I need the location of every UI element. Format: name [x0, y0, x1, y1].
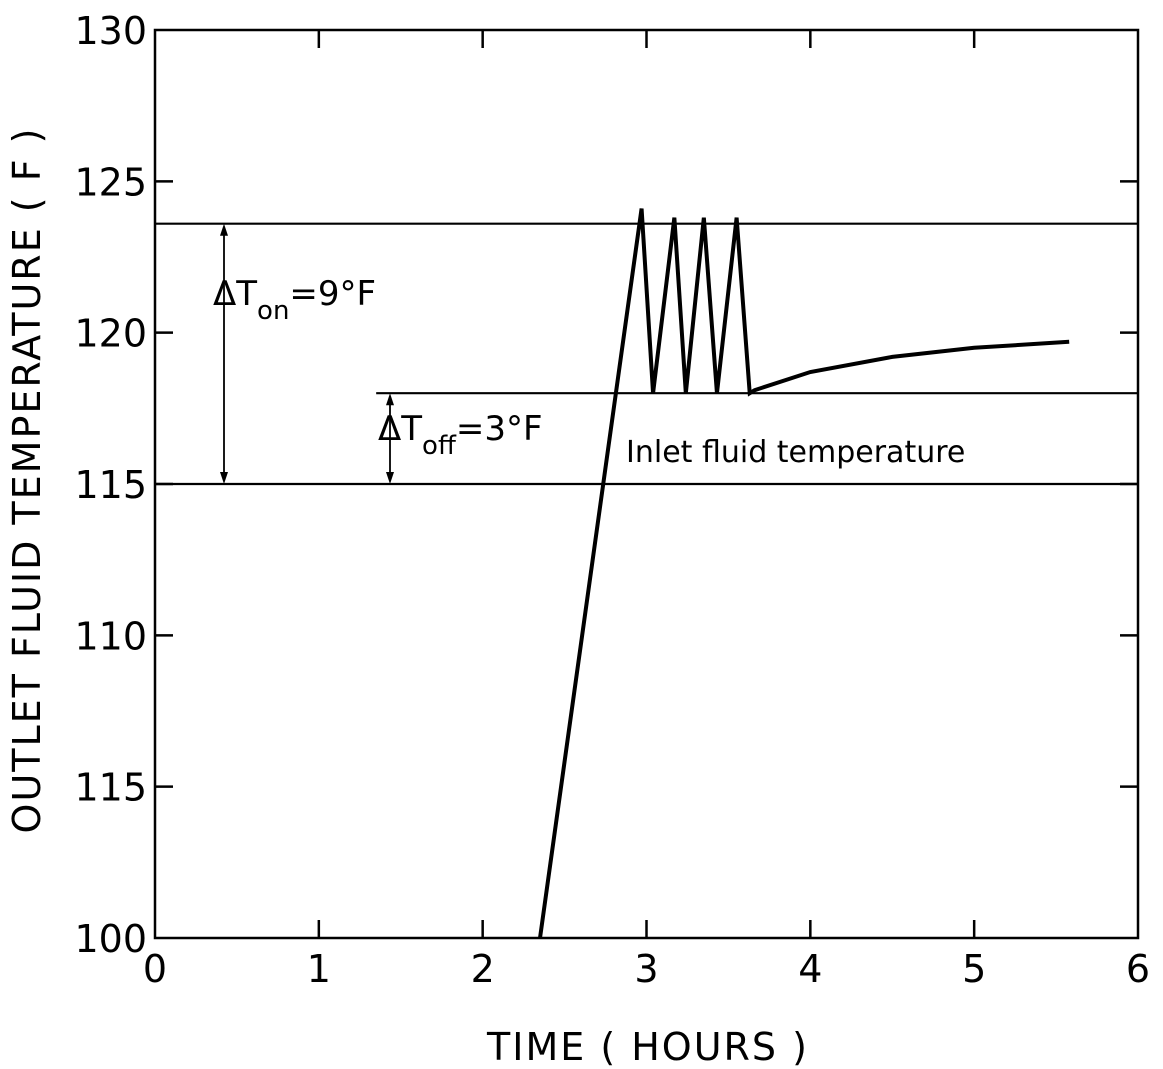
series-line: [538, 208, 1070, 939]
delta-on-arrow-head-bottom: [220, 472, 228, 484]
x-tick-label: 6: [1126, 947, 1150, 991]
y-axis-title: OUTLET FLUID TEMPERATURE ( F ): [5, 127, 49, 834]
delta-off-annotation: ΔToff=3°F: [378, 409, 543, 461]
x-tick-label: 1: [307, 947, 331, 991]
inlet-fluid-label: Inlet fluid temperature: [626, 435, 965, 470]
delta-off-arrow-head-bottom: [386, 472, 394, 484]
x-axis-title: TIME ( HOURS ): [486, 1025, 809, 1069]
y-tick-label: 115: [74, 766, 147, 810]
delta-on-annotation: ΔTon=9°F: [213, 274, 376, 326]
y-tick-label: 120: [74, 312, 147, 356]
delta-off-arrow-head-top: [386, 393, 394, 406]
delta-on-label: ΔTon=9°F: [213, 274, 376, 326]
delta-off-label: ΔToff=3°F: [378, 409, 543, 461]
delta-on-arrow-head-top: [220, 223, 228, 236]
x-tick-label: 3: [634, 947, 658, 991]
x-tick-label: 0: [143, 947, 167, 991]
y-tick-label: 130: [74, 9, 147, 53]
y-tick-label: 110: [74, 614, 147, 658]
y-tick-label: 100: [74, 917, 147, 961]
x-tick-label: 4: [798, 947, 822, 991]
x-tick-label: 2: [471, 947, 495, 991]
x-tick-label: 5: [962, 947, 986, 991]
y-tick-label: 125: [74, 160, 147, 204]
y-tick-label: 115: [74, 463, 147, 507]
